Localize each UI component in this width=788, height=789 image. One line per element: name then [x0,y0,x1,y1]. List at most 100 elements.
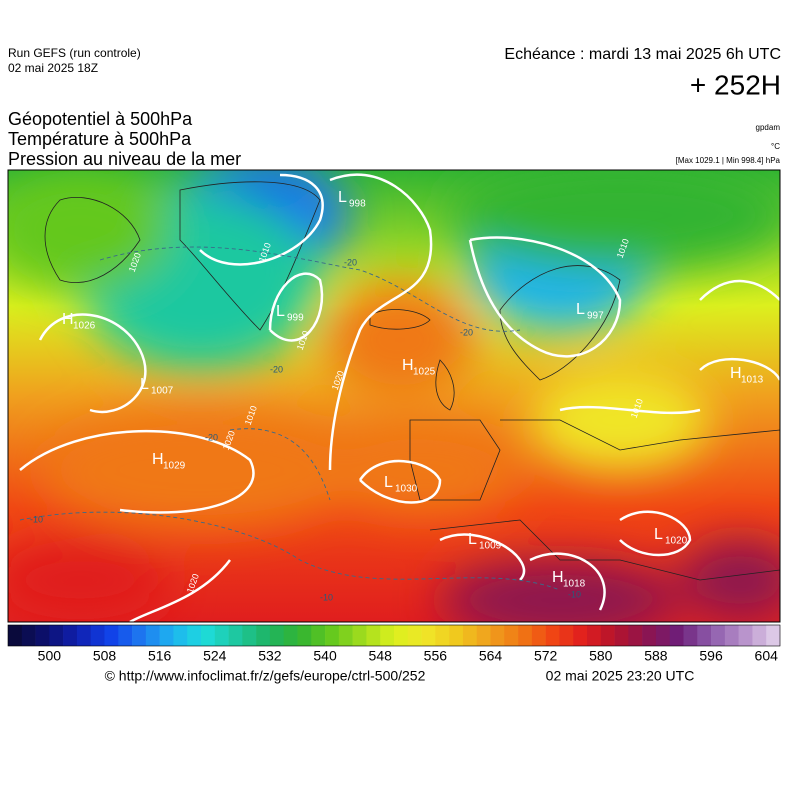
center-value: 1030 [395,484,418,495]
colorbar-swatch [407,625,422,646]
center-value: 998 [349,199,366,210]
center-letter: H [730,365,742,382]
colorbar-swatch [104,625,119,646]
created-time: 02 mai 2025 23:20 UTC [546,668,695,684]
colorbar-swatch [297,625,312,646]
colorbar-swatch [35,625,50,646]
colorbar-swatch [187,625,202,646]
center-letter: H [552,569,564,586]
center-value: 1013 [741,375,764,386]
colorbar-swatch [63,625,78,646]
center-letter: L [654,526,663,543]
colorbar-swatch [655,625,671,646]
isotherm-label: -20 [460,327,473,337]
colorbar-swatch [490,625,505,646]
colorbar-swatch [614,625,629,646]
colorbar-swatch [352,625,367,646]
colorbar-swatch [173,625,188,646]
colorbar-swatch [545,625,560,646]
center-value: 999 [287,313,304,324]
colorbar-label: 548 [369,648,393,664]
colorbar-swatch [380,625,395,646]
colorbar-swatch [504,625,519,646]
center-letter: H [62,311,74,328]
center-letter: L [384,474,393,491]
colorbar-swatch [76,625,92,646]
center-value: 1025 [413,367,436,378]
colorbar-swatch [559,625,574,646]
colorbar-swatch [8,625,23,646]
center-value: 1018 [563,579,586,590]
colorbar: 500 508 516 524 532 540 548 556 564 572 580 588 596 6… [7,624,781,664]
colorbar-swatch [283,625,298,646]
isotherm-label: -10 [568,589,581,599]
colorbar-swatch [256,625,271,646]
colorbar-swatch [49,625,64,646]
lead-time: + 252H [690,69,781,100]
center-letter: L [276,303,285,320]
colorbar-label: 508 [93,648,117,664]
colorbar-swatch [132,625,147,646]
colorbar-label: 540 [313,648,337,664]
unit: [Max 1029.1 | Min 998.4] hPa [676,156,781,165]
title: Géopotentiel à 500hPa [8,109,193,129]
colorbar-label: 580 [589,648,613,664]
colorbar-swatch [21,625,36,646]
isotherm-label: -20 [344,257,357,267]
center-letter: L [576,301,585,318]
center-letter: H [152,451,164,468]
colorbar-label: 588 [644,648,668,664]
unit: °C [771,142,780,151]
colorbar-swatch [462,625,478,646]
colorbar-swatch [711,625,726,646]
colorbar-swatch [697,625,712,646]
colorbar-swatch [600,625,615,646]
valid-time: Echéance : mardi 13 mai 2025 6h UTC [504,46,781,63]
colorbar-swatch [269,625,285,646]
colorbar-swatch [449,625,464,646]
isotherm-label: -20 [270,364,283,374]
unit: gpdam [756,123,781,132]
isotherms [19,246,561,591]
colorbar-swatch [518,625,533,646]
colorbar-swatch [587,625,602,646]
center-value: 1029 [163,461,186,472]
run: Run GEFS (run controle) [8,46,141,60]
coastlines [44,181,780,581]
colorbar-label: 556 [424,648,448,664]
colorbar-swatch [228,625,243,646]
center-letter: L [468,531,477,548]
center-value: 1009 [479,541,502,552]
colorbar-swatch [159,625,174,646]
isotherm-label: -10 [30,514,43,524]
title: Température à 500hPa [8,129,192,149]
isotherm-label: -10 [320,592,333,602]
center-letter: L [338,189,347,206]
colorbar-swatch [435,625,450,646]
colorbar-swatch [394,625,409,646]
center-value: 1020 [665,536,688,547]
colorbar-swatch [683,625,698,646]
colorbar-swatch [573,625,588,646]
colorbar-swatch [338,625,353,646]
colorbar-swatch [476,625,491,646]
colorbar-swatch [669,625,684,646]
colorbar-swatch [311,625,326,646]
colorbar-swatch [421,625,436,646]
colorbar-swatch [642,625,657,646]
colorbar-swatch [325,625,340,646]
title: Pression au niveau de la mer [8,149,241,169]
colorbar-swatch [214,625,229,646]
colorbar-label: 596 [699,648,723,664]
colorbar-label: 604 [755,648,779,664]
colorbar-swatch [531,625,546,646]
source-url: © http://www.infoclimat.fr/z/gefs/europe… [105,668,426,684]
colorbar-label: 572 [534,648,558,664]
center-letter: H [402,357,414,374]
colorbar-swatch [118,625,133,646]
colorbar-swatch [752,625,767,646]
colorbar-swatch [628,625,643,646]
